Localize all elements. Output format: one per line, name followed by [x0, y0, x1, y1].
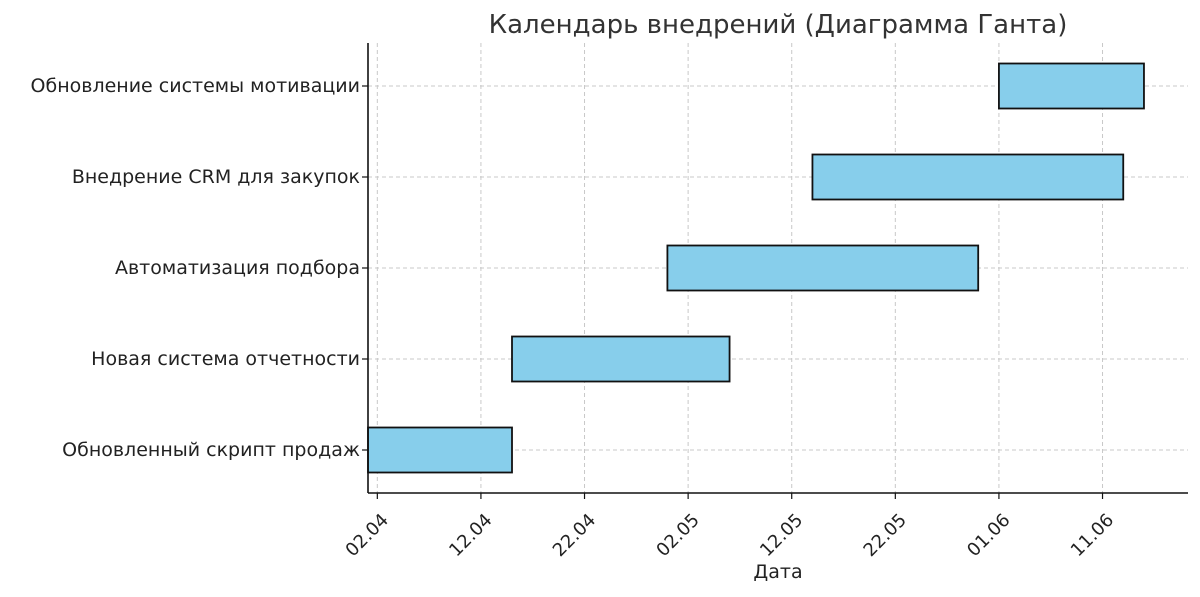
x-tick-label: 11.06	[1067, 510, 1118, 561]
x-axis-label: Дата	[753, 561, 802, 583]
x-tick-label: 12.05	[756, 510, 807, 561]
axes	[362, 43, 1188, 499]
x-tick-label: 02.05	[652, 510, 703, 561]
x-tick-label: 22.05	[860, 510, 911, 561]
task-bars	[367, 62, 1145, 474]
task-bar	[811, 153, 1125, 201]
chart-title: Календарь внедрений (Диаграмма Ганта)	[489, 10, 1068, 40]
x-tick-label: 22.04	[549, 510, 600, 561]
task-bar	[511, 335, 731, 383]
task-labels: Обновленный скрипт продаж Новая система о…	[31, 75, 360, 461]
task-bar	[666, 244, 980, 292]
x-tick-labels: 02.04 12.04 22.04 02.05 12.05 22.05 01.06 11.06	[342, 510, 1118, 561]
task-label: Обновление системы мотивации	[31, 75, 360, 97]
x-tick-label: 01.06	[963, 510, 1014, 561]
task-label: Автоматизация подбора	[115, 257, 360, 279]
x-tick-label: 12.04	[445, 510, 496, 561]
task-label: Внедрение CRM для закупок	[72, 166, 360, 188]
x-tick-label: 02.04	[342, 510, 393, 561]
task-label: Обновленный скрипт продаж	[62, 439, 360, 461]
task-bar	[367, 426, 513, 474]
task-label: Новая система отчетности	[91, 348, 360, 370]
task-bar	[998, 62, 1145, 110]
